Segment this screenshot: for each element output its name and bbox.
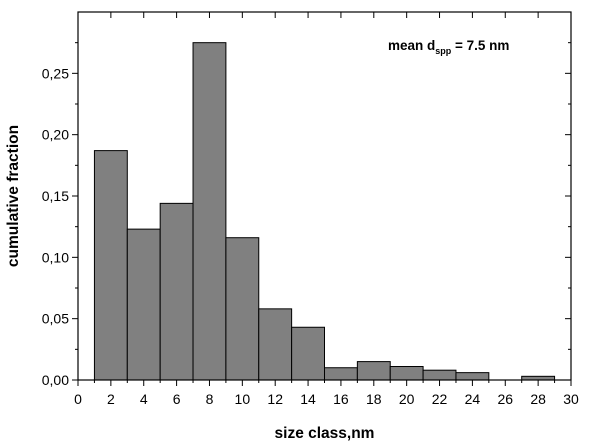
y-tick-label: 0,20 <box>42 127 69 143</box>
x-tick-label: 28 <box>530 391 546 407</box>
histogram-bar <box>422 369 457 381</box>
mean-annotation: mean dspp = 7.5 nm <box>388 38 509 56</box>
x-tick-label: 0 <box>74 391 82 407</box>
x-tick-label: 24 <box>465 391 481 407</box>
y-tick-label: 0,00 <box>42 372 69 388</box>
y-tick-labels: 0,00 0,05 0,10 0,15 0,20 0,25 <box>42 65 69 388</box>
x-tick-label: 2 <box>107 391 115 407</box>
y-tick-label: 0,10 <box>42 249 69 265</box>
x-tick-label: 22 <box>432 391 448 407</box>
y-axis-title: cumulative fraction <box>5 125 22 267</box>
x-tick-label: 26 <box>497 391 513 407</box>
x-tick-label: 20 <box>399 391 415 407</box>
x-tick-label: 10 <box>235 391 251 407</box>
histogram-bar <box>455 372 490 381</box>
x-tick-label: 14 <box>300 391 316 407</box>
annotation-subscript: spp <box>435 46 452 56</box>
histogram-bar <box>258 308 293 381</box>
histogram-bar <box>356 361 391 381</box>
x-tick-label: 30 <box>563 391 579 407</box>
annotation-prefix: mean d <box>388 38 435 53</box>
x-axis-title: size class,nm <box>275 425 375 442</box>
x-tick-labels: 0 2 4 6 8 10 12 14 16 18 20 22 24 26 28 30 <box>74 391 579 407</box>
histogram-bar <box>159 202 194 381</box>
histogram-bar <box>389 366 424 381</box>
histogram-bar <box>93 150 128 381</box>
plot-frame <box>77 11 572 381</box>
histogram-bar <box>192 42 227 381</box>
histogram-bar <box>324 367 358 381</box>
x-tick-label: 6 <box>173 391 181 407</box>
x-tick-label: 4 <box>140 391 148 407</box>
x-tick-label: 8 <box>206 391 214 407</box>
x-tick-label: 12 <box>267 391 283 407</box>
bars-group <box>93 42 556 381</box>
x-tick-label: 16 <box>333 391 349 407</box>
y-tick-label: 0,15 <box>42 188 69 204</box>
histogram-bar <box>225 237 260 381</box>
x-tick-label: 18 <box>366 391 382 407</box>
y-tick-label: 0,25 <box>42 65 69 81</box>
histogram-bar <box>291 326 325 381</box>
histogram-bar <box>126 228 161 381</box>
y-tick-label: 0,05 <box>42 311 69 327</box>
annotation-suffix: = 7.5 nm <box>451 38 509 53</box>
